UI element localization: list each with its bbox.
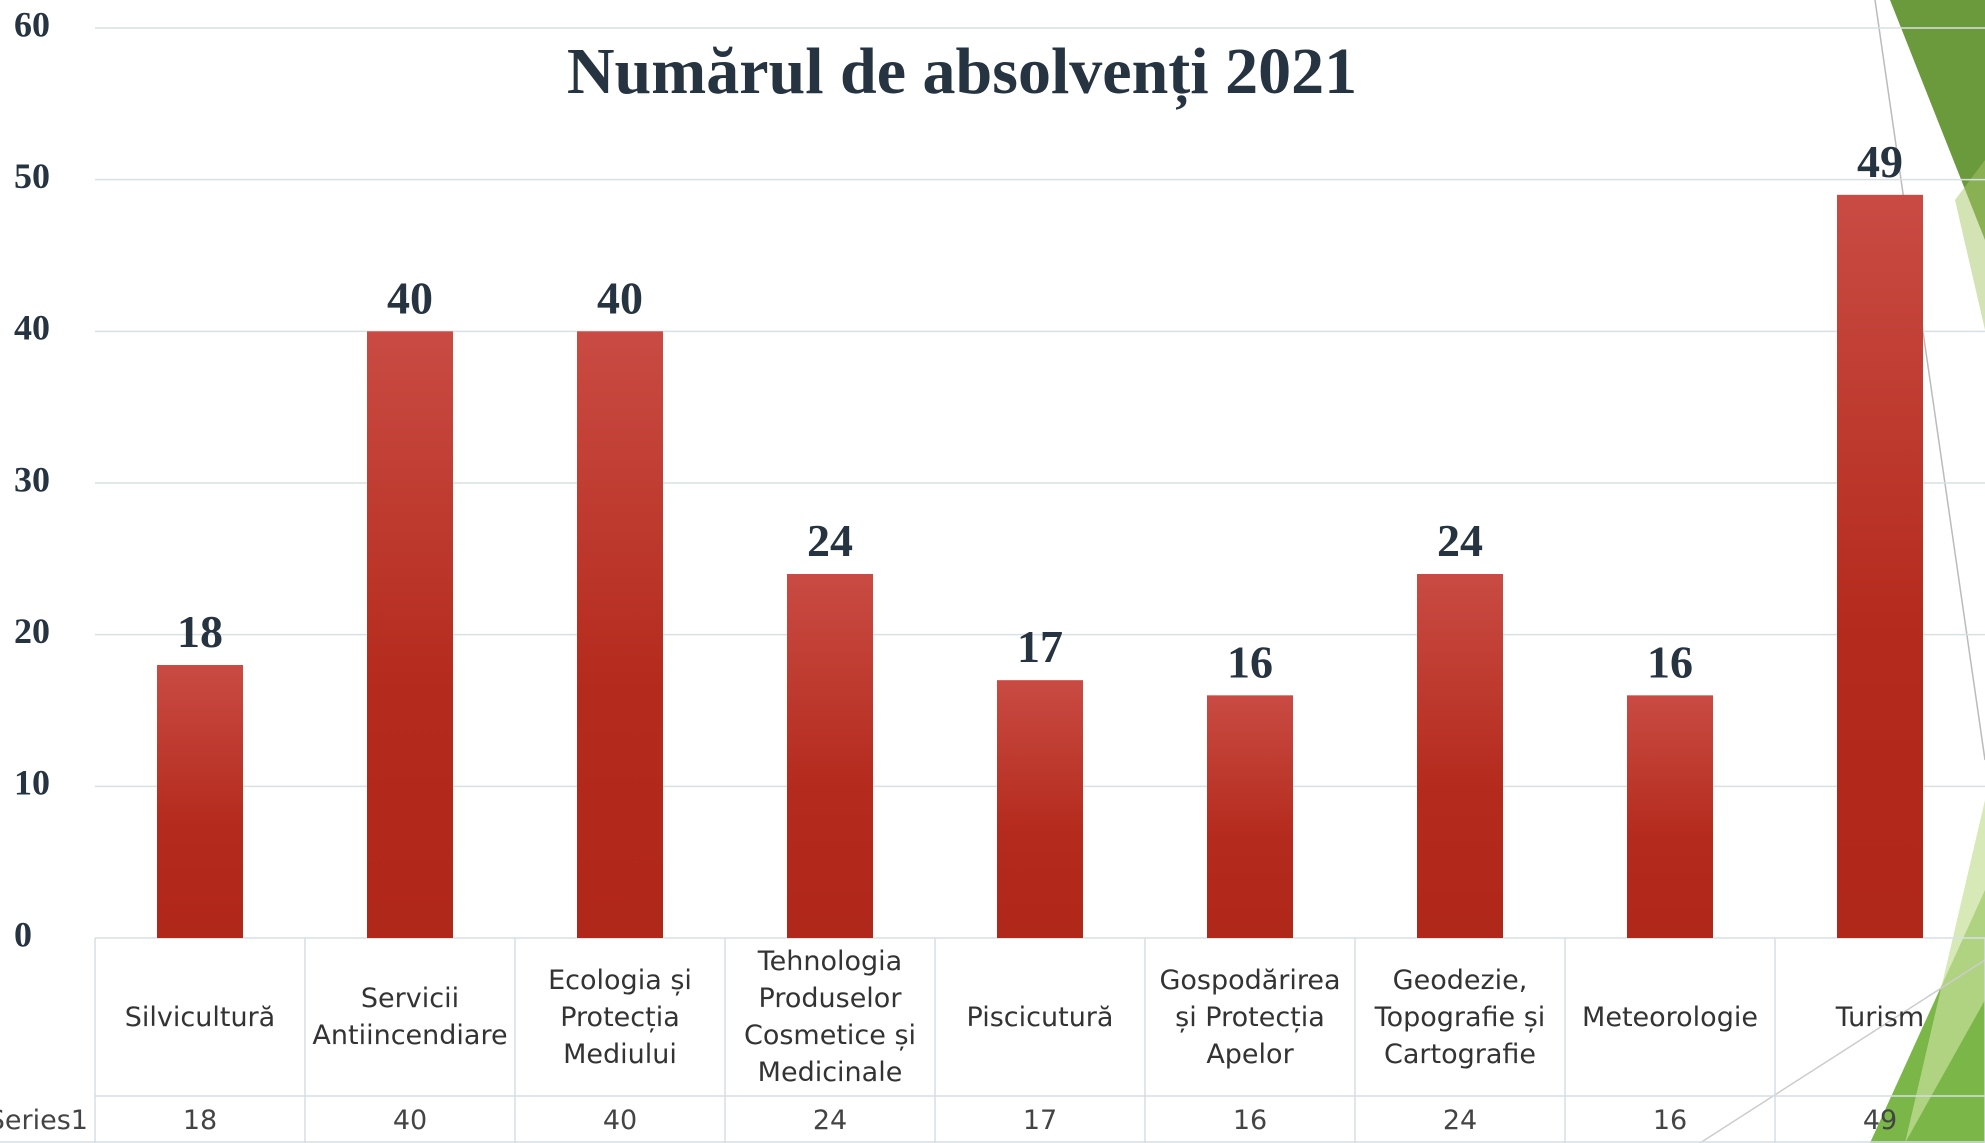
x-category-label: Tehnologia Produselor Cosmetice și Medic… (725, 938, 935, 1096)
y-tick-label: 30 (14, 459, 50, 499)
bar (157, 665, 243, 938)
bar (367, 331, 453, 938)
x-category-label: Geodezie, Topografie și Cartografie (1355, 938, 1565, 1096)
table-value: 16 (1233, 1105, 1267, 1136)
x-category-label: Gospodărirea și Protecția Apelor (1145, 938, 1355, 1096)
table-value: 24 (1443, 1105, 1477, 1136)
y-tick-label: 20 (14, 611, 50, 651)
table-value: 16 (1653, 1105, 1687, 1136)
table-value: 18 (183, 1105, 217, 1136)
table-value: 49 (1863, 1105, 1897, 1136)
data-label: 17 (1017, 621, 1063, 672)
bar (577, 331, 663, 938)
chart-title: Numărul de absolvenți 2021 (567, 35, 1357, 110)
y-tick-label: 60 (14, 4, 50, 44)
data-label: 16 (1227, 636, 1273, 687)
bar (1207, 695, 1293, 938)
x-category-label: Ecologia și Protecția Mediului (515, 938, 725, 1096)
page: 0 10 20 30 40 50 60 Series1 18 18 40 40 40 40 24 24 17 17… (0, 0, 1985, 1143)
x-category-label: Piscicutură (935, 938, 1145, 1096)
table-value: 40 (393, 1105, 427, 1136)
bar (1417, 574, 1503, 938)
data-label: 24 (807, 515, 853, 566)
bar (1627, 695, 1713, 938)
bar (787, 574, 873, 938)
legend-label: Series1 (0, 1105, 88, 1136)
y-tick-label: 40 (14, 308, 50, 348)
y-tick-label: 50 (14, 156, 50, 196)
y-tick-label: 10 (14, 763, 50, 803)
table-value: 40 (603, 1105, 637, 1136)
bar (997, 680, 1083, 938)
y-tick-label: 0 (14, 914, 32, 954)
data-label: 16 (1647, 636, 1693, 687)
bar (1837, 195, 1923, 938)
data-label: 40 (387, 272, 433, 323)
data-label: 40 (597, 272, 643, 323)
x-category-label: Silvicultură (95, 938, 305, 1096)
table-value: 24 (813, 1105, 847, 1136)
x-category-label: Meteorologie (1565, 938, 1775, 1096)
data-label: 49 (1857, 136, 1903, 187)
data-label: 18 (177, 606, 223, 657)
data-label: 24 (1437, 515, 1483, 566)
x-category-label: Turism (1775, 938, 1985, 1096)
table-value: 17 (1023, 1105, 1057, 1136)
x-category-label: Servicii Antiincendiare (305, 938, 515, 1096)
